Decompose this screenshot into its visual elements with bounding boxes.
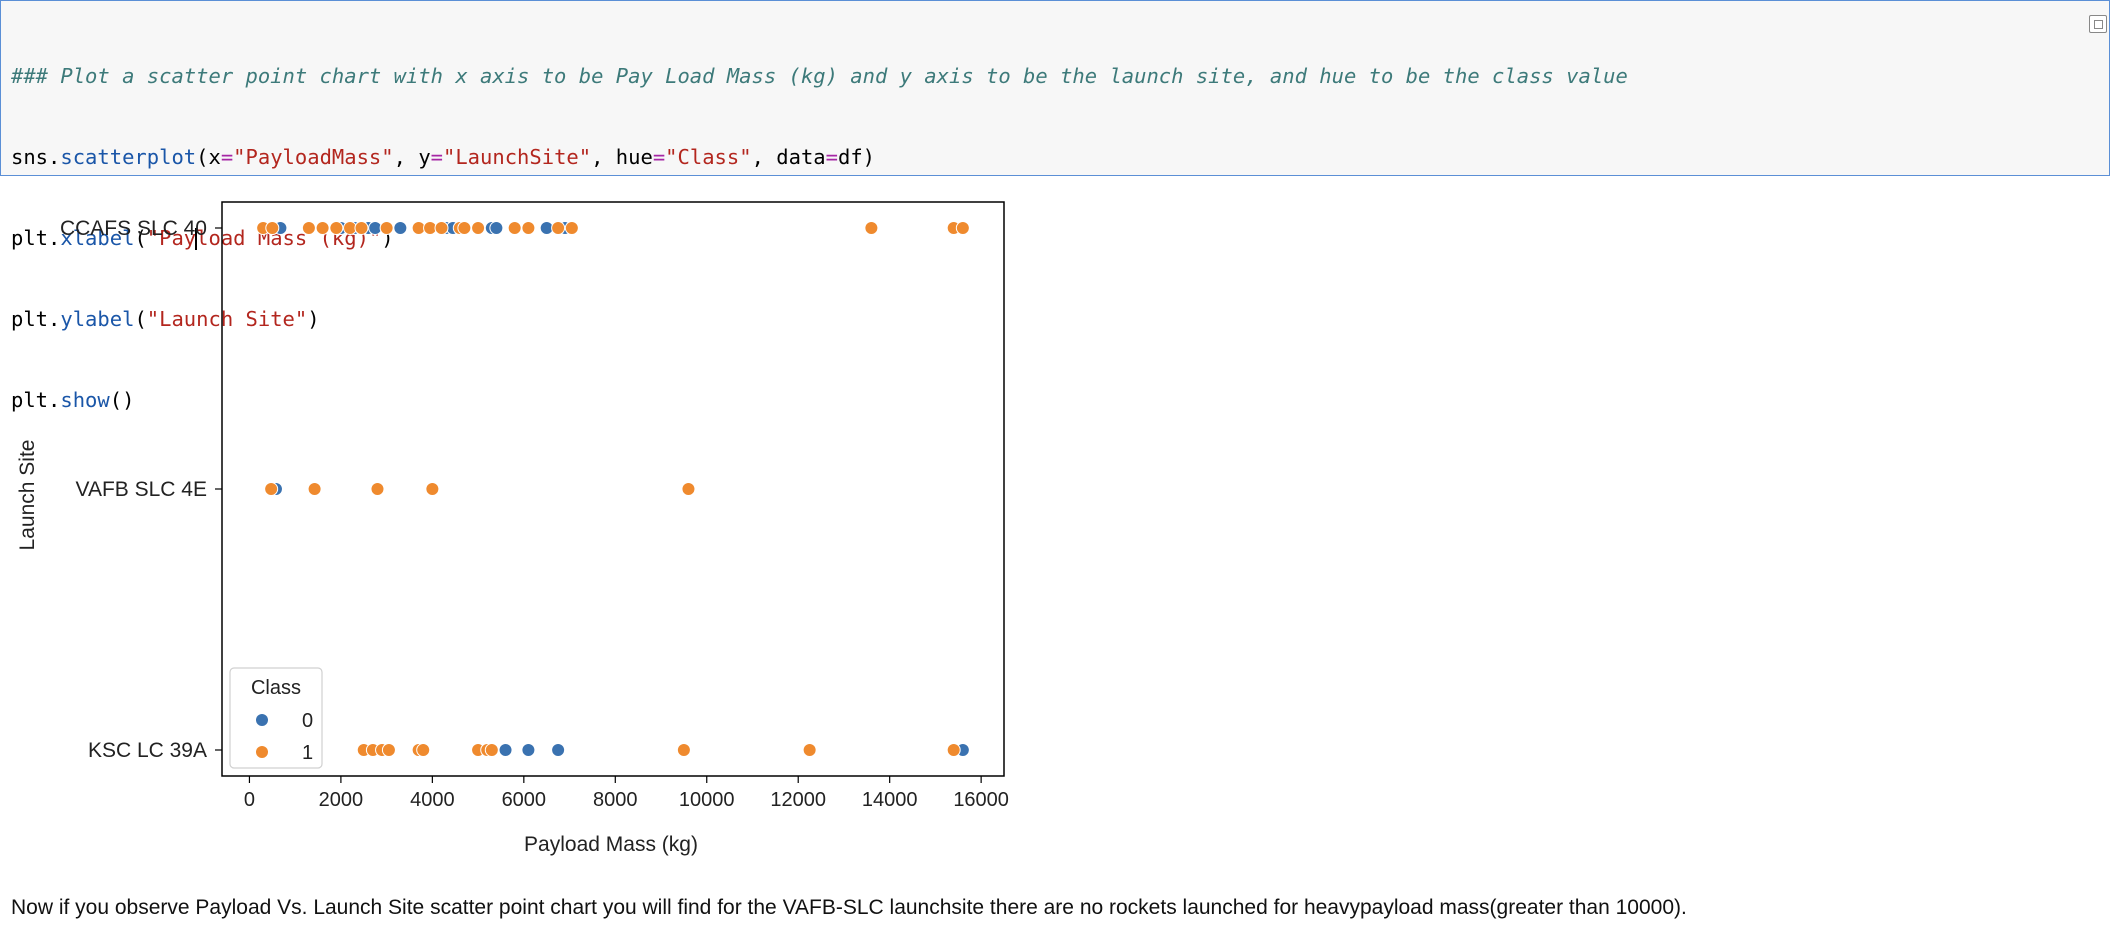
scatter-point-class1 (507, 221, 522, 235)
scatter-point-class1 (370, 482, 385, 496)
data-points (256, 221, 970, 757)
scatter-point-class1 (425, 482, 440, 496)
x-tick-label: 12000 (770, 789, 826, 811)
scatter-point-class1 (307, 482, 322, 496)
scatter-point-class1 (564, 221, 579, 235)
x-tick-label: 6000 (502, 789, 547, 811)
code-token: "Launch Site" (146, 307, 308, 331)
y-axis-label: Launch Site (16, 440, 39, 551)
scatter-point-class1 (381, 743, 396, 757)
scatter-point-class1 (955, 221, 970, 235)
code-line-2: plt.xlabel("Payload Mass (kg)") (11, 226, 394, 250)
legend-marker-class1 (256, 746, 268, 758)
code-token: plt (11, 307, 49, 331)
scatter-point-class1 (457, 221, 472, 235)
scatter-point-class1 (946, 743, 961, 757)
x-tick-label: 2000 (319, 789, 364, 811)
scatter-point-class1 (265, 221, 280, 235)
x-tick-label: 14000 (862, 789, 918, 811)
scatter-point-class0 (521, 743, 536, 757)
legend-marker-class0 (256, 714, 268, 726)
x-tick-label: 16000 (953, 789, 1009, 811)
y-tick-label: KSC LC 39A (88, 739, 207, 762)
scatter-point-class1 (802, 743, 817, 757)
code-token: "PayloadMass" (233, 145, 394, 169)
scatter-point-class1 (264, 482, 279, 496)
code-token: y (418, 145, 431, 169)
scatter-point-class1 (434, 221, 449, 235)
scatter-point-class0 (489, 221, 504, 235)
code-token: "Pay (146, 226, 197, 250)
scatter-point-class1 (676, 743, 691, 757)
scatter-point-class0 (393, 221, 408, 235)
legend: Class 0 1 (229, 667, 323, 769)
code-token: show (60, 388, 110, 412)
legend-title: Class (251, 677, 301, 699)
scatter-point-class0 (498, 743, 513, 757)
scatter-point-class1 (551, 221, 566, 235)
scatter-point-class1 (301, 221, 316, 235)
plot-frame (221, 201, 1005, 777)
scatter-point-class1 (484, 743, 499, 757)
code-token: plt (11, 388, 49, 412)
x-ticks: 0 2000 4000 6000 8000 10000 12000 14000 16000 (244, 776, 1009, 811)
legend-box (229, 667, 323, 769)
code-token: ylabel (60, 307, 135, 331)
legend-label-class1: 1 (302, 742, 313, 764)
scatter-point-class0 (551, 743, 566, 757)
scatter-point-class1 (521, 221, 536, 235)
x-tick-label: 10000 (679, 789, 735, 811)
code-line-3: plt.ylabel("Launch Site") (11, 307, 320, 331)
x-tick-label: 0 (244, 789, 255, 811)
code-token: sns (11, 145, 49, 169)
code-token: "Class" (665, 145, 752, 169)
copy-icon[interactable] (2089, 15, 2107, 33)
code-comment-line: ### Plot a scatter point chart with x ax… (11, 63, 1628, 90)
code-token: scatterplot (60, 145, 197, 169)
x-axis-label: Payload Mass (kg) (524, 833, 698, 856)
scatter-point-class1 (416, 743, 431, 757)
code-token: plt (11, 226, 49, 250)
code-token: xlabel (60, 226, 135, 250)
x-tick-label: 4000 (410, 789, 455, 811)
code-token: x (208, 145, 221, 169)
y-ticks: CCAFS SLC 40 VAFB SLC 4E KSC LC 39A (60, 217, 222, 762)
x-tick-label: 8000 (593, 789, 638, 811)
code-token: "LaunchSite" (443, 145, 592, 169)
y-tick-label: CCAFS SLC 40 (60, 217, 207, 240)
scatter-chart: CCAFS SLC 40 VAFB SLC 4E KSC LC 39A 0 2000 4… (16, 201, 1009, 856)
code-line-4: plt.show() (11, 388, 135, 412)
code-token: df (837, 145, 863, 169)
markdown-cell-text: Now if you observe Payload Vs. Launch Si… (11, 896, 1687, 919)
scatter-point-class1 (379, 221, 394, 235)
code-editor[interactable]: ### Plot a scatter point chart with x ax… (11, 9, 1628, 468)
y-tick-label: VAFB SLC 4E (76, 478, 208, 501)
text-cursor (195, 228, 198, 250)
code-cell[interactable]: ### Plot a scatter point chart with x ax… (0, 0, 2110, 412)
code-comment: ### Plot a scatter point chart with x ax… (11, 64, 1628, 88)
scatter-point-class1 (354, 221, 369, 235)
scatter-point-class1 (681, 482, 696, 496)
scatter-point-class1 (315, 221, 330, 235)
code-token: hue (615, 145, 653, 169)
code-token: data (776, 145, 826, 169)
scatter-point-class1 (864, 221, 879, 235)
cell-output: CCAFS SLC 40 VAFB SLC 4E KSC LC 39A 0 2000 4… (0, 192, 1040, 872)
scatter-point-class1 (329, 221, 344, 235)
scatter-point-class1 (471, 221, 486, 235)
legend-label-class0: 0 (302, 710, 313, 732)
code-line-1: sns.scatterplot(x="PayloadMass", y="Laun… (11, 145, 876, 169)
